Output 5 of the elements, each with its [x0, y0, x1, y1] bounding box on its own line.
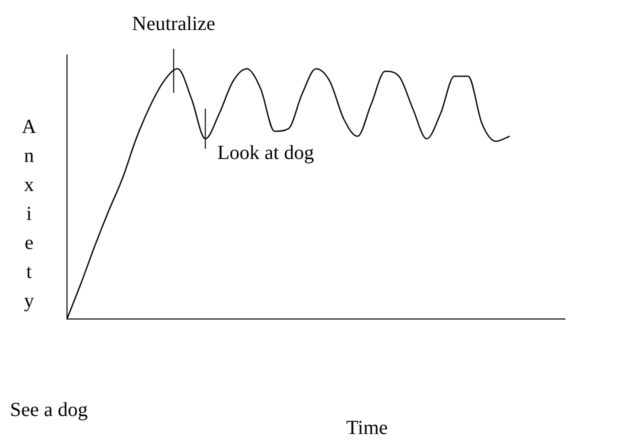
x-axis-title: Time	[346, 417, 388, 439]
annotation: Look at dog	[217, 142, 314, 164]
y-axis-title: Anxiety	[22, 116, 37, 312]
text: See a dog	[10, 399, 88, 421]
text: Neutralize	[132, 13, 216, 35]
